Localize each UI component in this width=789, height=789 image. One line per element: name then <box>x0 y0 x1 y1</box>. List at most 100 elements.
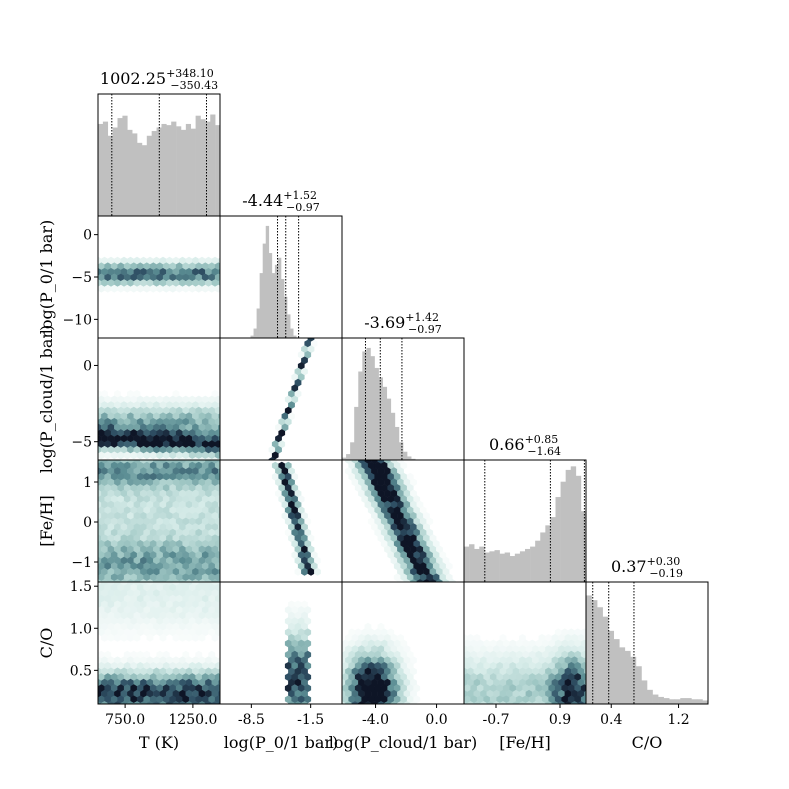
density-cell <box>159 268 167 276</box>
density-cell <box>211 622 219 631</box>
density-panel-1-4 <box>219 581 343 705</box>
density-cell <box>169 262 177 271</box>
density-cell <box>98 506 105 515</box>
density-cell <box>211 556 219 565</box>
density-cell <box>127 489 134 498</box>
density-cell <box>400 528 408 537</box>
density-cell <box>351 460 359 464</box>
density-cell <box>188 562 196 571</box>
density-cell <box>214 594 220 603</box>
density-cell <box>153 600 160 609</box>
x-tick-label: 0.9 <box>549 712 571 728</box>
density-cell <box>166 457 173 460</box>
density-cell <box>538 701 546 704</box>
hist-title: -3.69+1.42 −0.97 <box>364 311 441 336</box>
density-cell <box>221 595 228 603</box>
density-cell <box>117 517 125 526</box>
density-cell <box>496 650 504 659</box>
density-cell <box>275 423 282 432</box>
density-cell <box>288 634 295 642</box>
density-cell <box>101 512 108 520</box>
density-cell <box>123 395 131 404</box>
density-cell <box>166 423 173 432</box>
density-cell <box>182 451 190 460</box>
density-cell <box>143 573 151 582</box>
y-axis-label: log(P_0/1 bar) <box>37 220 56 335</box>
density-cell <box>159 701 167 704</box>
density-cell <box>120 256 128 265</box>
density-cell <box>169 540 177 548</box>
density-cell <box>291 517 299 526</box>
density-cell <box>123 284 131 293</box>
x-tick-label: 750.0 <box>105 712 145 728</box>
density-cell <box>107 634 115 642</box>
density-cell <box>496 639 504 648</box>
density-cell <box>156 429 164 437</box>
density-cell <box>288 401 295 409</box>
density-cell <box>146 534 154 543</box>
density-cell <box>159 500 167 509</box>
density-cell <box>294 689 302 698</box>
density-cell <box>439 551 447 559</box>
density-cell <box>284 495 292 503</box>
density-cell <box>169 583 177 592</box>
density-cell <box>159 423 167 432</box>
density-cell <box>101 434 108 443</box>
density-cell <box>294 701 302 704</box>
density-cell <box>153 523 160 531</box>
density-cell <box>140 256 147 265</box>
density-cell <box>185 579 193 582</box>
density-cell <box>146 401 154 409</box>
hist-panel-4 <box>585 581 709 705</box>
density-cell <box>166 256 173 265</box>
density-cell <box>221 529 228 537</box>
density-cell <box>159 634 167 642</box>
density-cell <box>390 667 398 676</box>
density-cell <box>153 434 160 443</box>
density-cell <box>345 645 352 653</box>
density-cell <box>195 517 203 526</box>
density-cell <box>532 689 539 698</box>
density-cell <box>288 500 295 509</box>
density-cell <box>499 701 507 704</box>
density-cell <box>393 484 401 492</box>
density-cell <box>288 467 295 476</box>
density-cell <box>107 489 115 498</box>
density-cell <box>201 262 209 271</box>
density-panel-0-4 <box>97 581 228 705</box>
density-cell <box>188 406 196 415</box>
density-cell <box>278 440 286 449</box>
density-cell <box>464 673 471 681</box>
density-cell <box>130 628 138 637</box>
density-cell <box>175 472 183 481</box>
density-cell <box>515 662 523 670</box>
density-cell <box>541 673 549 681</box>
density-cell <box>143 484 151 492</box>
density-cell <box>364 460 372 464</box>
density-cell <box>342 645 346 653</box>
density-cell <box>400 472 408 481</box>
density-cell <box>153 667 160 676</box>
density-cell <box>278 429 286 437</box>
density-cell <box>179 434 186 443</box>
density-cell <box>104 484 112 492</box>
density-cell <box>351 645 359 653</box>
hist-bar <box>504 552 511 582</box>
density-cell <box>358 645 365 653</box>
density-cell <box>397 567 404 576</box>
density-cell <box>172 579 180 582</box>
density-cell <box>361 628 369 637</box>
density-cell <box>377 645 385 653</box>
density-cell <box>545 689 552 698</box>
density-cell <box>354 684 362 693</box>
density-cell <box>101 534 108 543</box>
density-cell <box>120 523 128 531</box>
density-cell <box>400 695 408 704</box>
density-panel-1-3 <box>219 459 343 583</box>
density-cell <box>117 583 125 592</box>
density-cell <box>367 684 375 693</box>
density-cell <box>162 506 170 515</box>
density-cell <box>153 611 160 620</box>
density-cell <box>153 460 160 464</box>
density-cell <box>221 506 228 514</box>
